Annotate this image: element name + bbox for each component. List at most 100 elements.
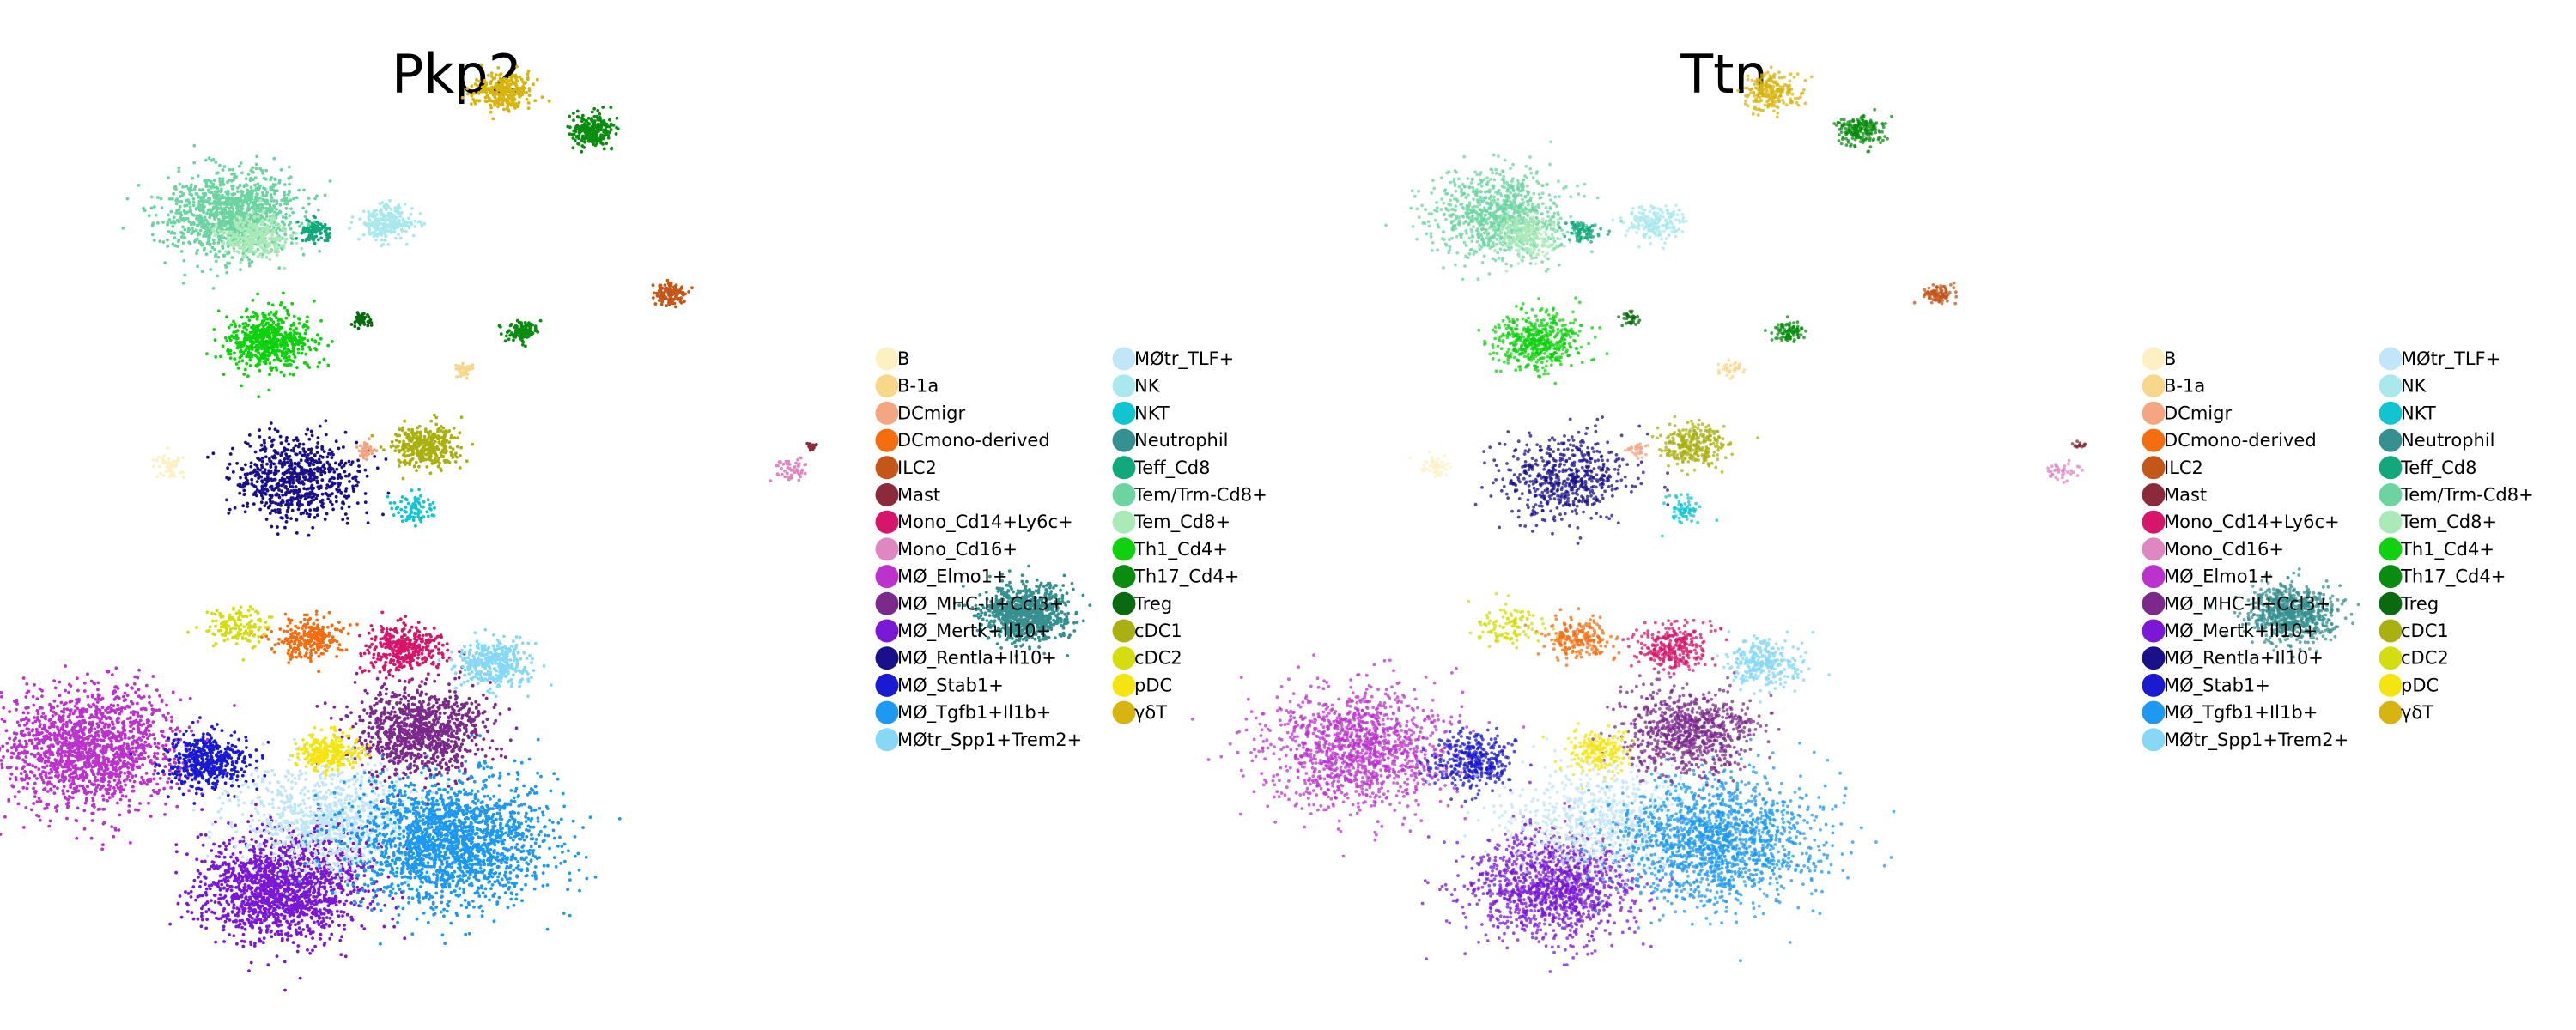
scatter-point: [210, 744, 213, 748]
scatter-point: [338, 824, 343, 828]
scatter-point: [186, 772, 191, 775]
scatter-point: [91, 752, 94, 756]
scatter-point: [25, 774, 29, 778]
scatter-point: [317, 845, 321, 849]
scatter-point: [415, 917, 419, 921]
scatter-point: [23, 724, 27, 727]
scatter-point: [139, 714, 143, 718]
scatter-point: [31, 721, 35, 725]
scatter-point: [91, 796, 94, 800]
scatter-point: [311, 936, 314, 940]
scatter-point: [188, 696, 192, 700]
scatter-point: [148, 700, 152, 705]
scatter-point: [258, 845, 262, 849]
scatter-point: [157, 708, 161, 712]
scatter-point: [149, 724, 153, 728]
scatter-point: [297, 914, 301, 918]
scatter-point: [289, 797, 294, 801]
scatter-point: [337, 900, 342, 904]
scatter-point: [234, 760, 239, 765]
scatter-point: [151, 789, 155, 792]
scatter-point: [200, 918, 204, 922]
scatter-point: [51, 753, 55, 757]
scatter-point: [191, 808, 196, 812]
scatter-point: [282, 861, 286, 865]
scatter-point: [278, 872, 282, 876]
scatter-point: [189, 889, 193, 894]
scatter-point: [248, 843, 252, 847]
scatter-point: [289, 870, 293, 875]
scatter-point: [173, 776, 178, 780]
scatter-point: [100, 738, 104, 742]
scatter-point: [354, 779, 358, 784]
scatter-point: [283, 826, 287, 829]
scatter-point: [142, 756, 145, 760]
scatter-point: [309, 830, 313, 834]
scatter-point: [292, 737, 296, 742]
scatter-point: [64, 729, 67, 733]
scatter-point: [197, 769, 201, 773]
scatter-point: [303, 826, 307, 829]
scatter-point: [336, 877, 340, 881]
scatter-point: [110, 673, 114, 676]
scatter-point: [163, 748, 167, 752]
scatter-point: [250, 772, 253, 777]
scatter-point: [260, 904, 264, 908]
scatter-point: [172, 772, 175, 776]
scatter-point: [222, 886, 227, 890]
scatter-point: [320, 838, 324, 842]
scatter-point: [270, 876, 274, 880]
scatter-point: [117, 828, 121, 832]
scatter-point: [324, 893, 328, 897]
scatter-point: [212, 727, 216, 731]
scatter-point: [52, 791, 57, 795]
scatter-point: [339, 910, 343, 914]
scatter-point: [276, 876, 280, 881]
scatter-point: [213, 768, 217, 772]
scatter-point: [147, 742, 151, 747]
scatter-point: [64, 737, 68, 742]
scatter-point: [69, 785, 72, 790]
scatter-point: [228, 842, 231, 845]
scatter-point: [284, 867, 289, 871]
scatter-point: [97, 764, 101, 768]
scatter-point: [336, 791, 340, 795]
scatter-point: [64, 754, 67, 758]
scatter-point: [283, 917, 287, 920]
scatter-point: [194, 791, 198, 796]
scatter-point: [235, 774, 240, 779]
scatter-point: [137, 809, 141, 812]
scatter-point: [116, 730, 120, 734]
scatter-point: [254, 887, 258, 891]
scatter-point: [250, 799, 254, 803]
scatter-point: [449, 890, 453, 894]
scatter-point: [87, 754, 91, 759]
scatter-point: [262, 869, 266, 874]
scatter-point: [151, 720, 155, 724]
scatter-point: [262, 882, 266, 886]
scatter-point: [23, 760, 27, 764]
scatter-point: [53, 758, 58, 762]
scatter-point: [116, 720, 120, 724]
scatter-point: [52, 785, 57, 789]
scatter-point: [171, 730, 174, 733]
scatter-point: [133, 675, 137, 679]
scatter-point: [198, 894, 202, 898]
scatter-point: [0, 759, 3, 762]
scatter-point: [328, 878, 331, 882]
scatter-point: [83, 736, 87, 741]
scatter-point: [236, 803, 240, 808]
scatter-point: [129, 841, 132, 845]
scatter-point: [78, 773, 82, 778]
scatter-point: [345, 912, 349, 917]
scatter-point: [280, 853, 283, 857]
scatter-point: [86, 741, 90, 744]
scatter-point: [286, 821, 290, 825]
scatter-point: [167, 759, 172, 762]
scatter-point: [334, 903, 338, 907]
scatter-point: [107, 736, 112, 741]
scatter-point: [290, 855, 295, 858]
scatter-point: [202, 764, 206, 767]
scatter-point: [358, 797, 361, 801]
scatter-point: [224, 764, 228, 768]
